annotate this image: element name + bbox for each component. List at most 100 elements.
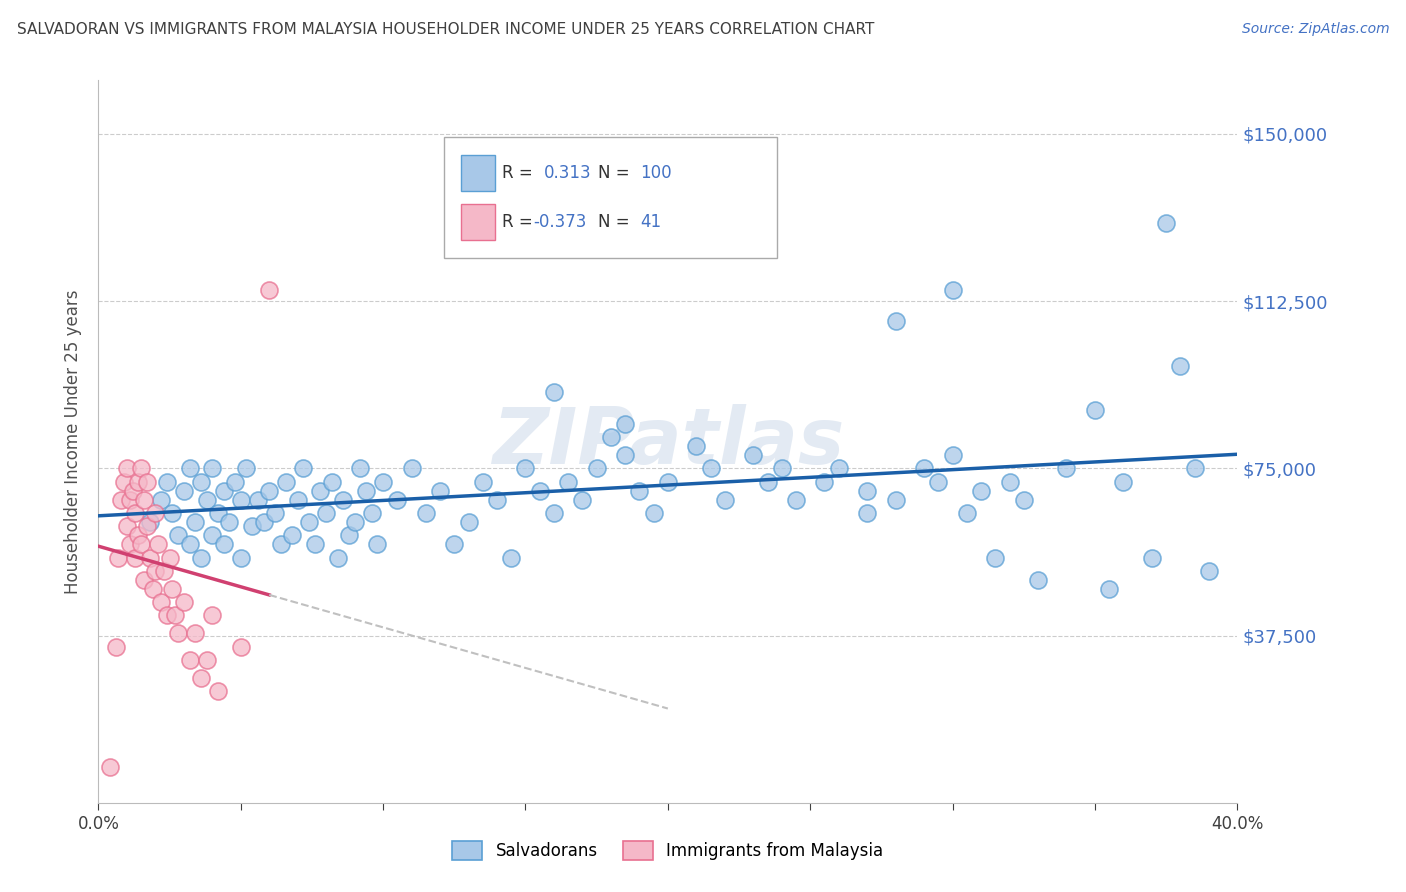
Point — [259, 283, 281, 297]
Point — [129, 537, 152, 551]
Point — [501, 550, 523, 565]
Point — [1198, 564, 1220, 578]
Point — [150, 595, 173, 609]
Point — [104, 640, 127, 654]
Point — [184, 515, 207, 529]
Point — [98, 760, 121, 774]
Point — [354, 483, 377, 498]
Point — [179, 537, 201, 551]
Point — [529, 483, 551, 498]
Point — [179, 653, 201, 667]
Point — [190, 671, 212, 685]
Point — [543, 506, 565, 520]
Point — [118, 537, 141, 551]
Point — [1184, 461, 1206, 475]
Point — [167, 528, 190, 542]
Point — [124, 506, 146, 520]
Text: 100: 100 — [640, 164, 672, 182]
Point — [714, 492, 737, 507]
Point — [942, 448, 965, 462]
Text: N =: N = — [598, 213, 630, 231]
Text: 41: 41 — [640, 213, 661, 231]
Point — [235, 461, 257, 475]
Point — [165, 608, 187, 623]
Point — [115, 519, 138, 533]
Point — [349, 461, 371, 475]
Point — [212, 537, 235, 551]
Point — [742, 448, 765, 462]
Point — [856, 483, 879, 498]
Point — [270, 537, 292, 551]
Point — [201, 461, 224, 475]
Point — [159, 550, 181, 565]
Point — [153, 564, 176, 578]
Point — [195, 653, 218, 667]
Point — [218, 515, 240, 529]
Point — [1012, 492, 1035, 507]
Point — [190, 475, 212, 489]
Point — [179, 461, 201, 475]
Point — [132, 573, 155, 587]
Point — [942, 283, 965, 297]
Point — [337, 528, 360, 542]
Point — [127, 528, 149, 542]
Point — [190, 550, 212, 565]
Point — [332, 492, 354, 507]
Point — [657, 475, 679, 489]
Point — [600, 430, 623, 444]
Point — [315, 506, 337, 520]
Point — [543, 385, 565, 400]
Point — [457, 515, 479, 529]
Point — [998, 475, 1021, 489]
Point — [264, 506, 287, 520]
Point — [685, 439, 707, 453]
Point — [984, 550, 1007, 565]
Point — [304, 537, 326, 551]
Point — [229, 640, 252, 654]
Point — [162, 582, 184, 596]
Point — [309, 483, 332, 498]
Text: R =: R = — [502, 213, 533, 231]
Point — [184, 626, 207, 640]
Point — [912, 461, 935, 475]
Point — [167, 626, 190, 640]
Point — [1084, 403, 1107, 417]
Point — [1098, 582, 1121, 596]
Point — [785, 492, 807, 507]
Point — [884, 492, 907, 507]
Point — [628, 483, 651, 498]
Point — [115, 461, 138, 475]
Point — [141, 582, 163, 596]
Point — [246, 492, 269, 507]
Point — [1154, 216, 1177, 230]
Point — [585, 461, 607, 475]
Text: N =: N = — [598, 164, 630, 182]
Point — [515, 461, 537, 475]
Point — [1170, 359, 1192, 373]
Point — [1140, 550, 1163, 565]
Point — [287, 492, 309, 507]
Point — [415, 506, 437, 520]
Point — [132, 492, 155, 507]
Point — [401, 461, 423, 475]
Y-axis label: Householder Income Under 25 years: Householder Income Under 25 years — [65, 289, 83, 594]
Point — [1112, 475, 1135, 489]
Point — [856, 506, 879, 520]
Point — [138, 515, 160, 529]
Point — [970, 483, 993, 498]
Point — [156, 608, 179, 623]
Point — [107, 550, 129, 565]
Point — [343, 515, 366, 529]
Point — [148, 537, 170, 551]
Text: ZIPatlas: ZIPatlas — [492, 403, 844, 480]
Point — [173, 595, 195, 609]
Point — [127, 475, 149, 489]
Text: -0.373: -0.373 — [533, 213, 586, 231]
Point — [927, 475, 949, 489]
Text: Source: ZipAtlas.com: Source: ZipAtlas.com — [1241, 22, 1389, 37]
Point — [770, 461, 793, 475]
Point — [150, 492, 173, 507]
Point — [471, 475, 494, 489]
Text: R =: R = — [502, 164, 533, 182]
Point — [614, 448, 637, 462]
